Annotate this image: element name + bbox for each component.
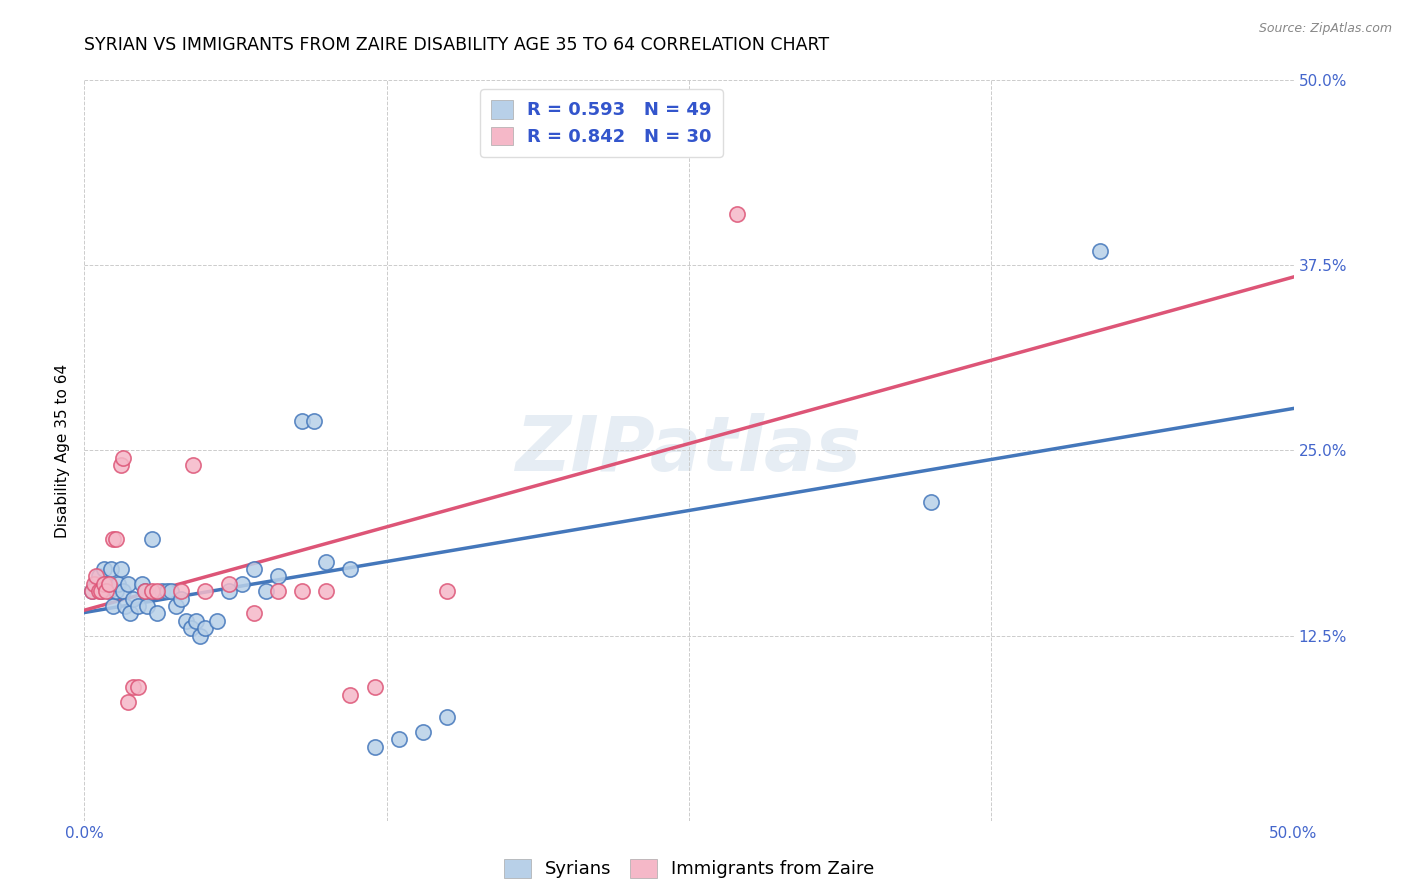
Point [127, 681, 149, 695]
Point [194, 584, 217, 599]
Point [80, 584, 103, 599]
Point [412, 724, 434, 739]
Point [315, 584, 337, 599]
Point [242, 607, 264, 621]
Point [86, 569, 108, 583]
Point [136, 599, 159, 613]
Point [315, 554, 337, 569]
Point [725, 206, 748, 220]
Point [141, 533, 163, 547]
Point [103, 599, 125, 613]
Point [117, 576, 139, 591]
Point [218, 584, 240, 599]
Point [97, 576, 120, 591]
Point [104, 533, 127, 547]
Point [920, 495, 942, 509]
Point [97, 584, 120, 599]
Point [267, 584, 290, 599]
Point [254, 584, 277, 599]
Point [146, 607, 169, 621]
Point [1088, 244, 1111, 258]
Point [103, 533, 125, 547]
Legend: Syrians, Immigrants from Zaire: Syrians, Immigrants from Zaire [496, 852, 882, 886]
Point [194, 621, 217, 635]
Point [93, 562, 115, 576]
Point [160, 584, 183, 599]
Point [134, 584, 156, 599]
Point [155, 584, 177, 599]
Point [231, 576, 253, 591]
Point [141, 584, 163, 599]
Point [94, 584, 117, 599]
Point [93, 576, 115, 591]
Point [170, 591, 193, 606]
Point [363, 739, 385, 754]
Point [86, 576, 108, 591]
Point [87, 584, 110, 599]
Point [134, 584, 156, 599]
Point [87, 569, 110, 583]
Point [83, 576, 105, 591]
Point [80, 584, 103, 599]
Point [190, 628, 212, 642]
Point [110, 458, 132, 473]
Point [291, 414, 314, 428]
Point [94, 576, 117, 591]
Y-axis label: Disability Age 35 to 64: Disability Age 35 to 64 [55, 363, 70, 538]
Point [150, 584, 173, 599]
Point [165, 599, 187, 613]
Point [339, 688, 361, 702]
Point [339, 562, 361, 576]
Point [90, 584, 112, 599]
Point [104, 584, 127, 599]
Point [436, 584, 458, 599]
Point [114, 599, 136, 613]
Point [110, 562, 132, 576]
Point [388, 732, 411, 747]
Point [121, 591, 143, 606]
Point [436, 710, 458, 724]
Point [184, 614, 207, 628]
Point [131, 576, 153, 591]
Point [207, 614, 229, 628]
Point [112, 450, 135, 465]
Point [127, 599, 149, 613]
Point [100, 562, 122, 576]
Point [174, 614, 197, 628]
Point [120, 607, 142, 621]
Point [146, 584, 169, 599]
Point [180, 621, 202, 635]
Point [107, 576, 129, 591]
Point [90, 584, 112, 599]
Point [242, 562, 264, 576]
Point [112, 584, 135, 599]
Point [291, 584, 314, 599]
Point [302, 414, 325, 428]
Point [170, 584, 193, 599]
Point [363, 681, 385, 695]
Text: Source: ZipAtlas.com: Source: ZipAtlas.com [1258, 22, 1392, 36]
Point [117, 695, 139, 709]
Point [218, 576, 240, 591]
Text: ZIPatlas: ZIPatlas [516, 414, 862, 487]
Point [181, 458, 204, 473]
Point [267, 569, 290, 583]
Point [121, 681, 143, 695]
Text: SYRIAN VS IMMIGRANTS FROM ZAIRE DISABILITY AGE 35 TO 64 CORRELATION CHART: SYRIAN VS IMMIGRANTS FROM ZAIRE DISABILI… [84, 36, 830, 54]
